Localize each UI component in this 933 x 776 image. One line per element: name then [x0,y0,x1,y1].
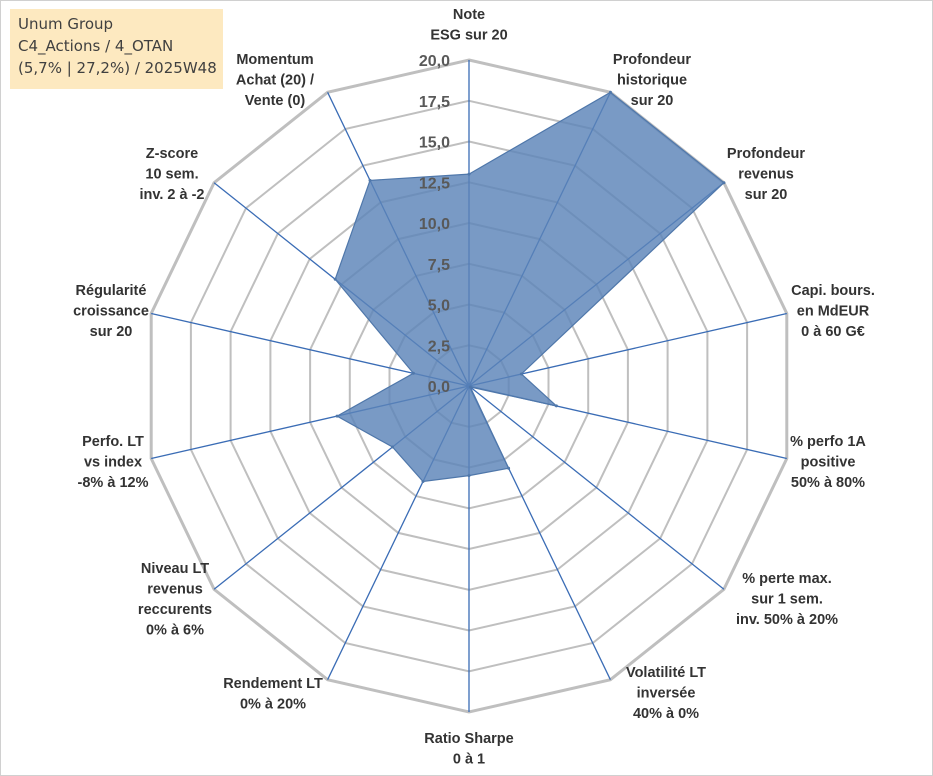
axis-labels: Note ESG sur 20 Profondeur historique sur 20… [73,7,875,768]
axis-label-line: Momentum [236,52,313,68]
axis-label-line: Volatilité LT [626,665,706,681]
axis-label-line: sur 20 [631,93,674,109]
axis-label: Volatilité LT inversée 40% à 0% [626,665,706,722]
info-stats: (5,7% | 27,2%) / 2025W48 [18,59,217,77]
axis-label-line: Profondeur [613,52,691,68]
axis-label-line: positive [801,455,856,471]
axis-label-line: Régularité [76,283,147,299]
axis-label: Perfo. LT vs index -8% à 12% [78,434,149,491]
axis-label: Régularité croissance sur 20 [73,283,149,340]
tick-label: 10,0 [419,216,450,233]
axis-label-line: Niveau LT [141,561,209,577]
data-point [333,277,337,281]
axis-label-line: Profondeur [727,146,805,162]
axis-label-line: inv. 50% à 20% [736,612,838,628]
data-point [335,414,339,418]
axis-label-line: sur 1 sem. [751,592,823,608]
axis-label-line: croissance [73,304,149,320]
info-category: C4_Actions / 4_OTAN [18,37,174,55]
tick-label: 17,5 [419,94,450,111]
axis-label-line: 10 sem. [145,167,198,183]
data-point [391,445,394,449]
info-company: Unum Group [18,15,114,33]
data-point [421,480,425,483]
axis-label-line: vs index [84,455,142,471]
axis-label-line: revenus [738,167,794,183]
axis-label-line: inversée [637,686,696,702]
axis-label-line: revenus [147,582,203,598]
axis-spoke [468,385,725,590]
axis-label-line: Rendement LT [223,676,323,692]
axis-label-line: 0 à 60 G€ [801,324,865,340]
data-point [554,404,558,408]
data-point [411,371,415,375]
axis-label: Rendement LT 0% à 20% [223,676,323,713]
axis-label: Capi. bours. en MdEUR 0 à 60 G€ [791,283,875,340]
data-point [507,466,511,470]
axis-label: Note ESG sur 20 [430,7,507,44]
axis-label-line: % perte max. [742,571,831,587]
data-point [467,172,471,176]
axis-label-line: inv. 2 à -2 [139,187,204,203]
axis-label: Momentum Achat (20) / Vente (0) [236,52,314,109]
radar-series [333,90,726,483]
tick-label: 15,0 [419,135,450,152]
axis-label-line: Note [453,7,485,23]
axis-label: Niveau LT revenus reccurents 0% à 6% [138,561,212,639]
radial-tick-labels: 0,0 2,5 5,0 7,5 10,0 12,5 15,0 17,5 20,0 [419,53,450,396]
tick-label: 7,5 [428,257,450,274]
data-point [467,474,471,478]
axis-label-line: 0% à 6% [146,623,204,639]
axis-label-line: % perfo 1A [790,434,866,450]
axis-label: Profondeur historique sur 20 [613,52,691,109]
axis-label: % perte max. sur 1 sem. inv. 50% à 20% [736,571,838,628]
axis-label-line: Achat (20) / [236,73,314,89]
data-point [722,181,726,185]
axis-label: Z-score 10 sem. inv. 2 à -2 [139,146,204,203]
axis-label-line: sur 20 [90,324,133,340]
tick-label: 5,0 [428,298,450,315]
axis-label: % perfo 1A positive 50% à 80% [790,434,866,491]
tick-label: 2,5 [428,338,450,355]
axis-label-line: -8% à 12% [78,475,149,491]
axis-label-line: Z-score [146,146,198,162]
axis-label-line: Capi. bours. [791,283,875,299]
axis-label: Ratio Sharpe 0 à 1 [424,731,513,768]
data-point [519,372,523,376]
axis-label-line: Perfo. LT [82,434,144,450]
axis-label-line: Ratio Sharpe [424,731,513,747]
tick-label: 12,5 [419,175,450,192]
info-box: Unum Group C4_Actions / 4_OTAN (5,7% | 2… [10,9,223,89]
axis-label-line: sur 20 [745,187,788,203]
data-point [368,178,372,182]
axis-label-line: historique [617,73,687,89]
axis-label-line: 0 à 1 [453,752,485,768]
tick-label: 20,0 [419,53,450,70]
axis-label: Profondeur revenus sur 20 [727,146,805,203]
axis-label-line: en MdEUR [797,304,870,320]
axis-label-line: 0% à 20% [240,697,306,713]
axis-label-line: ESG sur 20 [430,28,507,44]
data-point [608,90,612,94]
axis-label-line: 50% à 80% [791,475,865,491]
series-area [334,91,725,483]
axis-label-line: reccurents [138,602,212,618]
data-point [468,385,472,389]
tick-label: 0,0 [428,379,450,396]
axis-label-line: 40% à 0% [633,706,699,722]
axis-label-line: Vente (0) [245,93,306,109]
